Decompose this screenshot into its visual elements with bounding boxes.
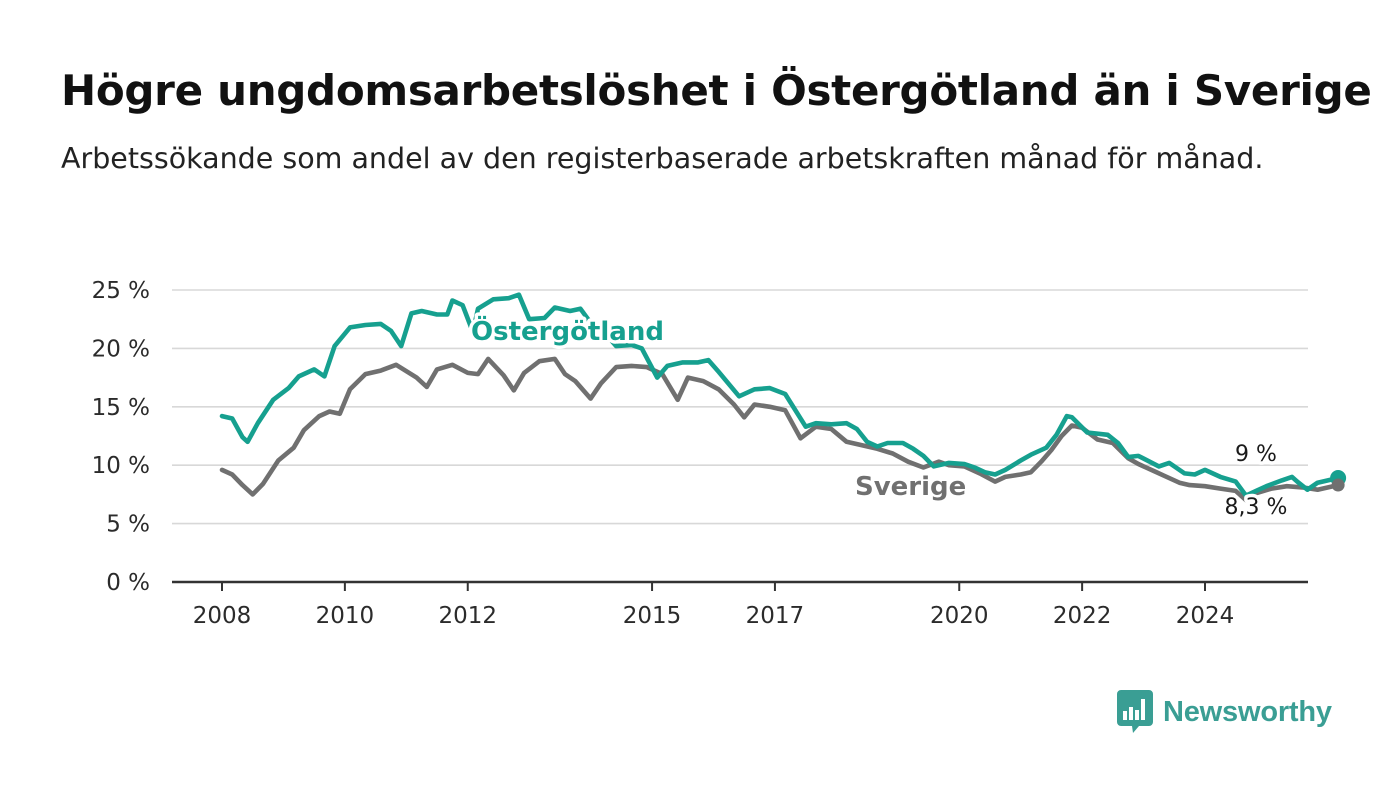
x-tick-label: 2022 — [1053, 603, 1112, 629]
end-value-label-sverige: 8,3 % — [1225, 495, 1288, 520]
y-tick-label: 15 % — [92, 395, 150, 421]
y-axis-ticks: 0 % 5 % 10 % 15 % 20 % 25 % — [92, 278, 150, 596]
x-tick-label: 2010 — [316, 603, 375, 629]
x-axis-ticks: 2008 2010 2012 2015 2017 2020 2022 2024 — [193, 582, 1235, 629]
y-tick-label: 25 % — [92, 278, 150, 304]
chart-subtitle: Arbetssökande som andel av den registerb… — [61, 142, 1264, 175]
end-value-label-ostergotland: 9 % — [1235, 442, 1277, 467]
x-tick-label: 2024 — [1176, 603, 1235, 629]
x-tick-label: 2017 — [746, 603, 805, 629]
series-line-ostergotland — [219, 292, 1341, 498]
y-tick-label: 10 % — [92, 453, 150, 479]
series-end-point-sverige — [1331, 478, 1345, 492]
x-tick-label: 2012 — [438, 603, 497, 629]
series-label-ostergotland: Östergötland — [471, 314, 664, 347]
series-labels: Östergötland Sverige 9 % 8,3 % — [468, 311, 1347, 524]
y-tick-label: 5 % — [106, 512, 150, 538]
x-tick-label: 2020 — [930, 603, 989, 629]
y-tick-label: 0 % — [106, 570, 150, 596]
gridlines — [172, 289, 1308, 584]
newsworthy-logo: Newsworthy — [1117, 690, 1332, 734]
newsworthy-logo-text: Newsworthy — [1163, 695, 1332, 728]
x-tick-label: 2008 — [193, 603, 252, 629]
x-tick-label: 2015 — [623, 603, 682, 629]
y-tick-label: 20 % — [92, 336, 150, 362]
chart-title: Högre ungdomsarbetslöshet i Östergötland… — [61, 66, 1372, 115]
series-label-sverige: Sverige — [855, 472, 966, 502]
series-line-sverige — [219, 356, 1341, 503]
series-lines — [219, 292, 1341, 503]
newsworthy-logo-icon — [1117, 690, 1153, 733]
